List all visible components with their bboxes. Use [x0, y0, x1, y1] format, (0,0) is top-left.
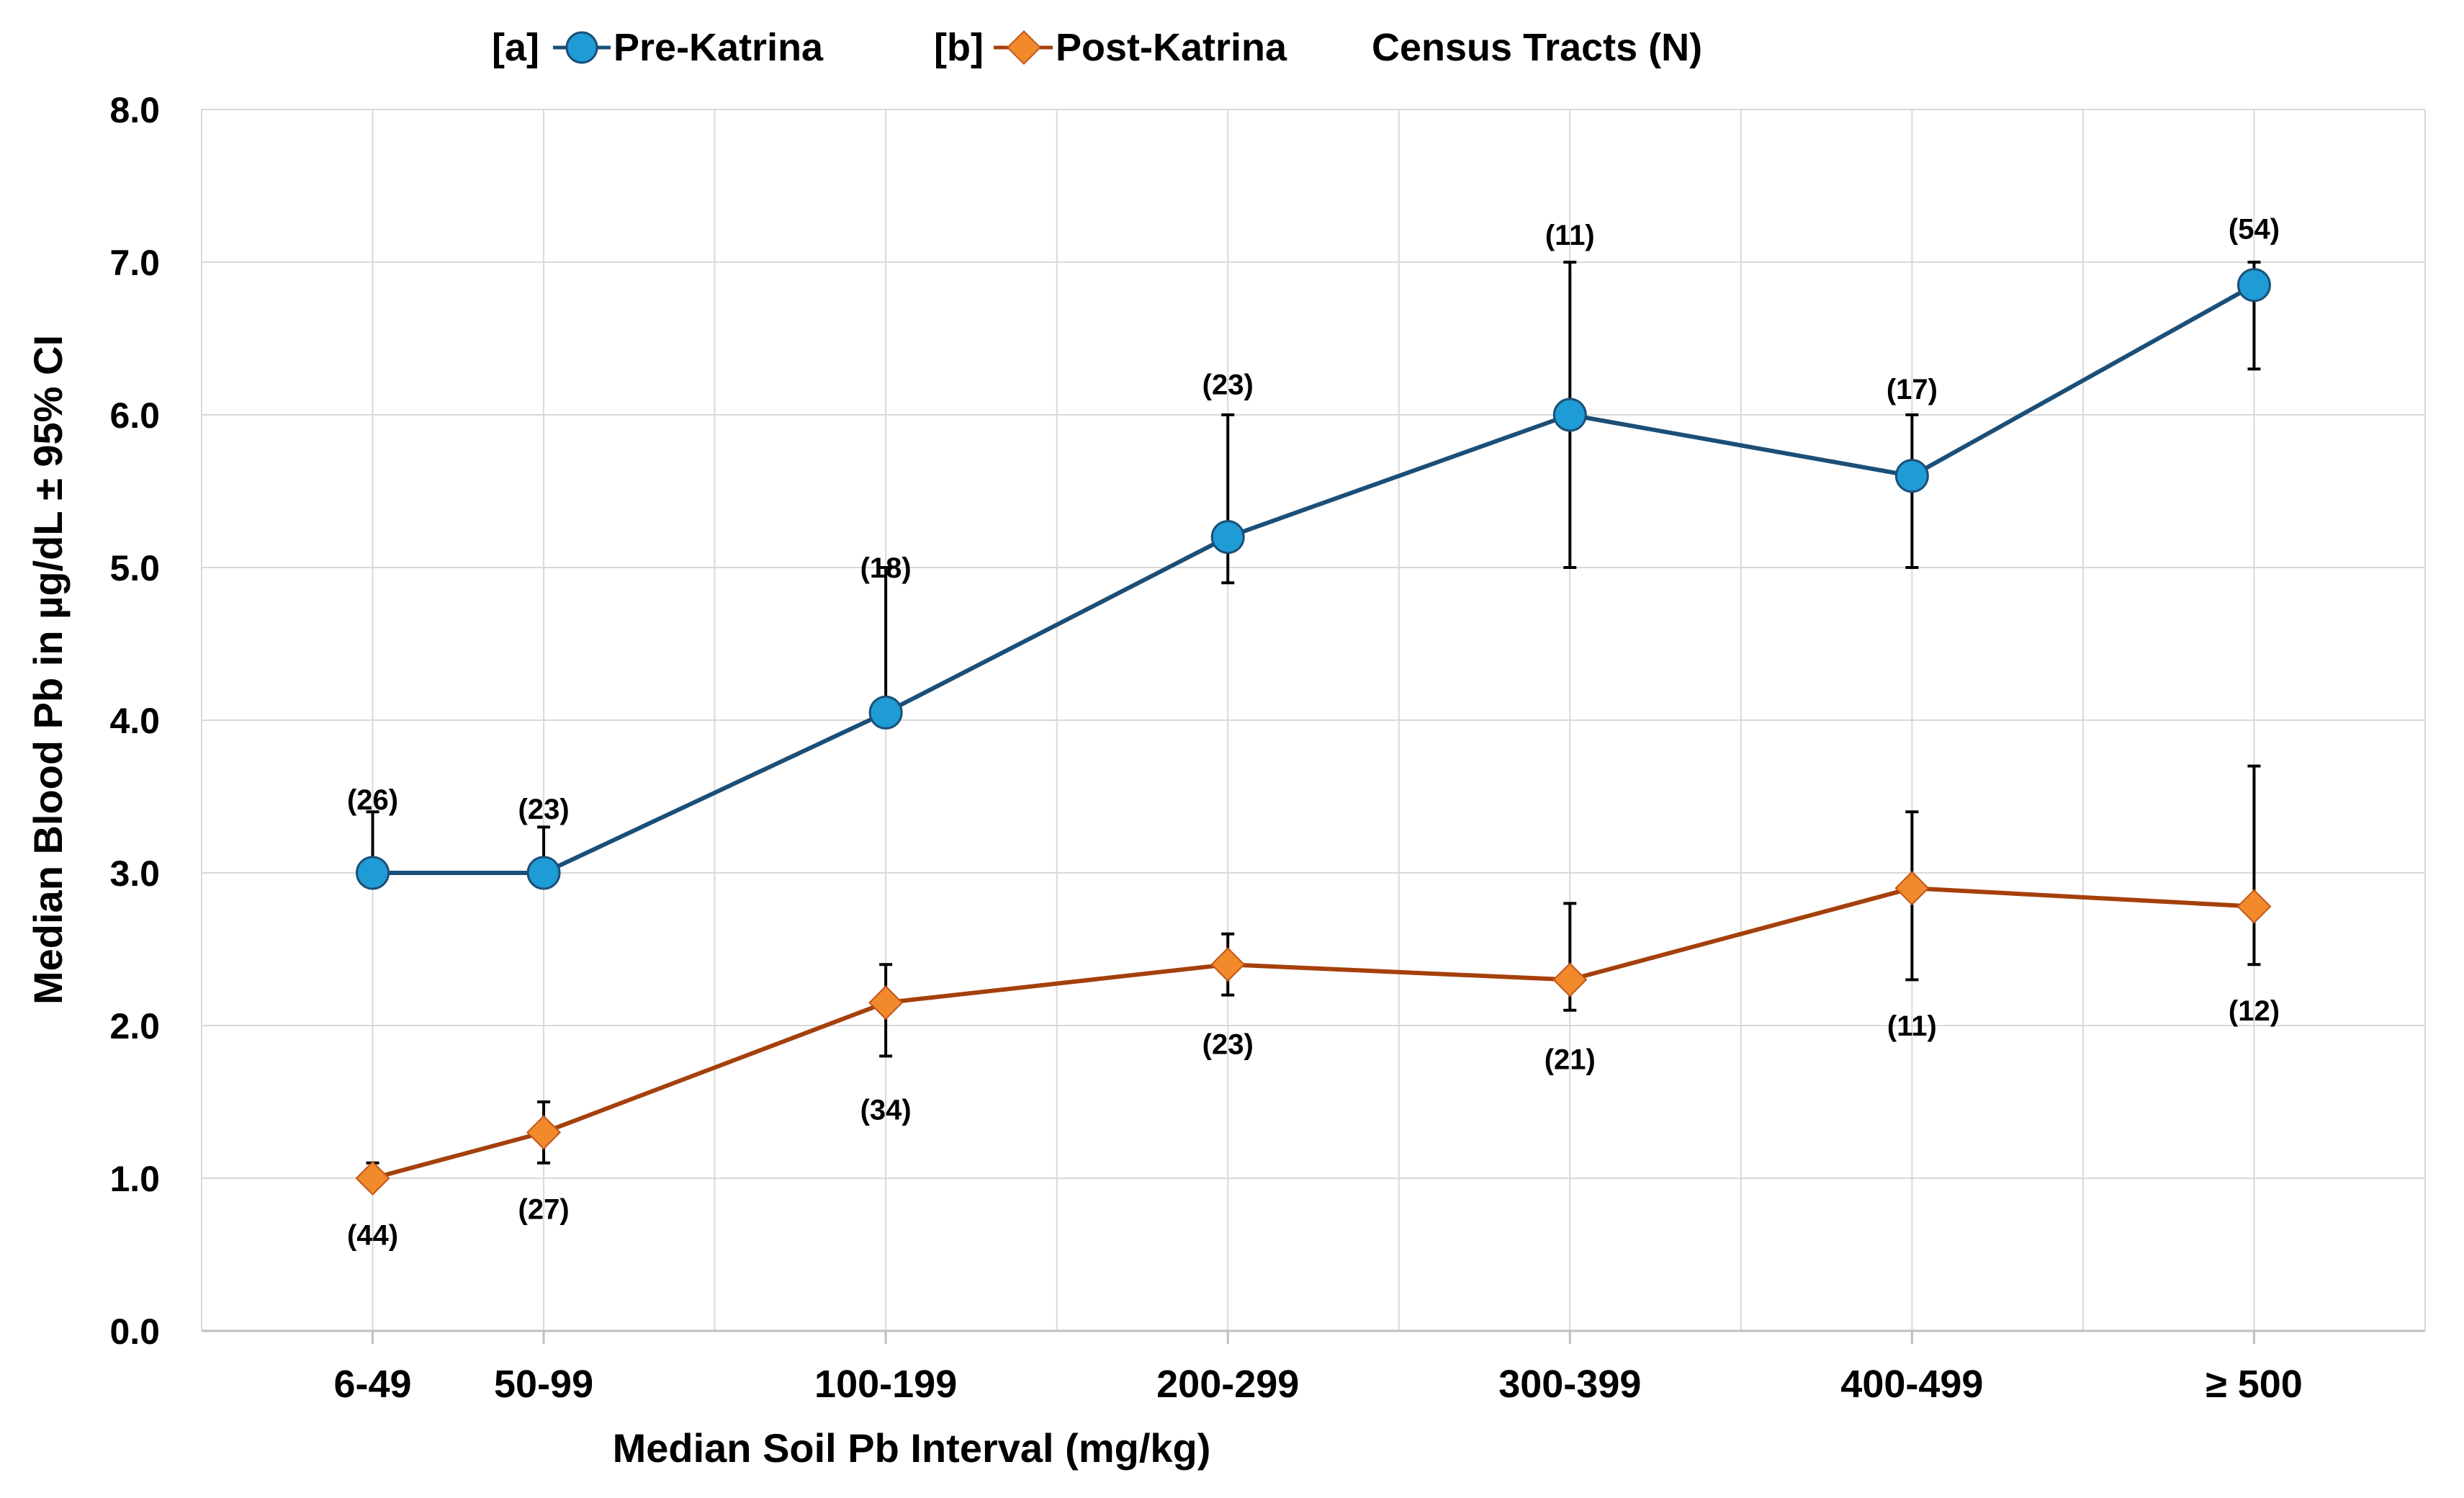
census-tract-label: (54) [2229, 213, 2280, 245]
y-axis-title: Median Blood Pb in µg/dL ± 95% CI [25, 335, 71, 1005]
census-tract-label: (44) [347, 1219, 398, 1251]
x-tick-label: 200-299 [1156, 1363, 1299, 1406]
x-tick-label: 400-499 [1840, 1363, 1983, 1406]
census-tract-label: (34) [860, 1095, 912, 1126]
data-point [355, 1160, 390, 1196]
grid-lines [201, 109, 2426, 1331]
series-pre-katrina: (26) (23) (18) (23) (11) (17) (54) [347, 213, 2280, 890]
data-point [868, 985, 904, 1021]
data-point [526, 856, 561, 890]
series-line [372, 283, 2255, 875]
data-point [356, 856, 390, 890]
data-point [1210, 520, 1245, 555]
legend-label-pre: Pre-Katrina [613, 26, 824, 69]
legend-tag-pre: [a] [492, 26, 539, 69]
y-tick-label: 7.0 [109, 243, 160, 283]
x-tick-label: 6-49 [333, 1363, 411, 1406]
census-tract-label: (23) [1202, 369, 1254, 401]
legend-census-label: Census Tracts (N) [1372, 26, 1702, 69]
census-tract-label: (23) [518, 794, 570, 825]
census-tract-label: (26) [347, 784, 398, 816]
legend-label-post: Post-Katrina [1056, 26, 1287, 69]
data-point [526, 1115, 562, 1150]
axes: 0.0 1.0 2.0 3.0 4.0 5.0 6.0 7.0 8.0 6-49 50-99 100-… [109, 90, 2425, 1406]
y-tick-label: 1.0 [109, 1159, 160, 1199]
legend-marker-pre [565, 31, 598, 64]
x-axis-title: Median Soil Pb Interval (mg/kg) [613, 1425, 1211, 1471]
x-tick-label: 100-199 [814, 1363, 957, 1406]
census-tract-label: (27) [518, 1193, 570, 1225]
legend-tag-post: [b] [934, 26, 984, 69]
census-tract-label: (23) [1202, 1028, 1254, 1060]
x-tick-label: 50-99 [494, 1363, 593, 1406]
data-point [868, 695, 903, 730]
y-tick-label: 4.0 [109, 701, 160, 741]
y-tick-label: 5.0 [109, 548, 160, 588]
x-tick-label: ≥ 500 [2206, 1363, 2303, 1406]
data-point [2236, 268, 2271, 302]
census-tract-label: (11) [1887, 1010, 1937, 1042]
data-point [2236, 889, 2272, 924]
census-tract-label: (21) [1545, 1044, 1596, 1076]
census-tract-label: (11) [1545, 220, 1595, 251]
census-tract-label: (18) [860, 552, 912, 584]
census-tract-label: (17) [1887, 374, 1938, 405]
data-point [1552, 962, 1588, 997]
series-line [372, 886, 2254, 1180]
census-tract-label: (12) [2229, 995, 2280, 1027]
data-point [1894, 459, 1929, 493]
legend-marker-post [1006, 30, 1042, 66]
y-tick-label: 3.0 [109, 853, 160, 894]
y-tick-label: 8.0 [109, 90, 160, 130]
x-tick-label: 300-399 [1498, 1363, 1641, 1406]
y-tick-label: 2.0 [109, 1006, 160, 1046]
data-point [1894, 871, 1930, 906]
data-point [1552, 398, 1587, 432]
legend: [a] Pre-Katrina [b] Post-Katrina Census … [492, 26, 1702, 69]
y-tick-label: 0.0 [109, 1311, 160, 1352]
series-post-katrina: (44) (27) (34) (23) (21) (11) (12) [347, 764, 2280, 1251]
y-tick-label: 6.0 [109, 395, 160, 436]
series-group: (26) (23) (18) (23) (11) (17) (54) (44) (27) (34)… [347, 213, 2280, 1251]
data-point [1210, 947, 1246, 982]
